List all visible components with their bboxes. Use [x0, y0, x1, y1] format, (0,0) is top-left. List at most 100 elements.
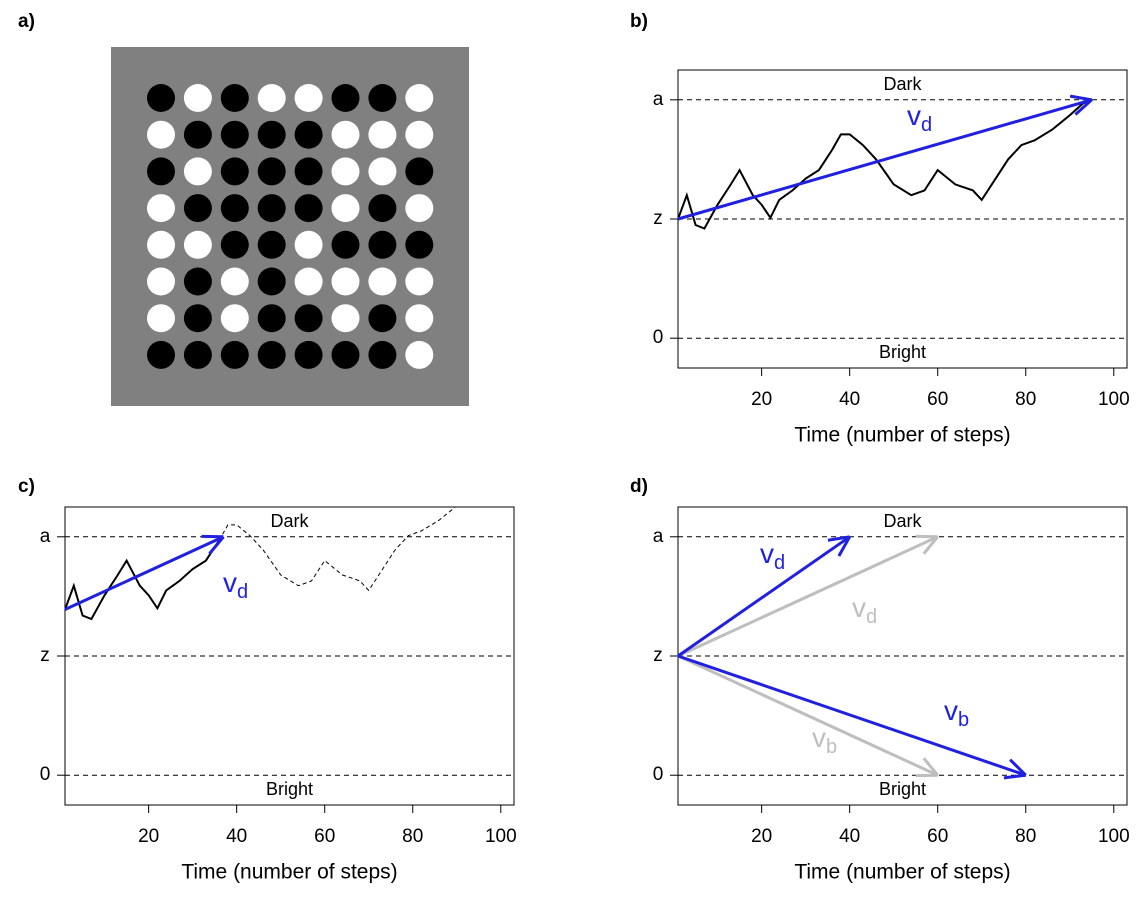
y-tick-label: z [653, 208, 663, 229]
dot [147, 157, 175, 185]
y-tick-label: z [40, 645, 50, 666]
y-tick-label: 0 [653, 764, 664, 785]
x-tick-label: 80 [402, 826, 423, 847]
dot [368, 268, 396, 296]
dot [368, 121, 396, 149]
drift-symbol: v [760, 538, 774, 569]
dot [295, 268, 323, 296]
arrow-head [1004, 775, 1026, 778]
dot [295, 121, 323, 149]
dot [405, 231, 433, 259]
dot [258, 194, 286, 222]
dot [221, 194, 249, 222]
drift-subscript: d [921, 114, 932, 136]
top-boundary-label: Dark [883, 511, 922, 531]
dot [184, 121, 212, 149]
x-tick-label: 80 [1015, 826, 1036, 847]
dot [147, 268, 175, 296]
dot [258, 341, 286, 369]
drift-label: vb [944, 695, 969, 731]
dot [221, 304, 249, 332]
x-tick-label: 20 [751, 389, 772, 410]
dot [184, 268, 212, 296]
drift-arrow [678, 656, 938, 775]
dot [258, 304, 286, 332]
drift-symbol: v [907, 100, 921, 131]
dot [405, 304, 433, 332]
panel-label: d) [630, 476, 648, 497]
y-tick-label: a [653, 526, 664, 547]
dot [147, 304, 175, 332]
dot [184, 231, 212, 259]
dot [221, 341, 249, 369]
dot [184, 341, 212, 369]
y-tick-label: 0 [653, 327, 664, 348]
dot [332, 84, 360, 112]
panel-label: a) [18, 11, 35, 32]
dot [295, 194, 323, 222]
drift-subscript: d [237, 581, 248, 603]
dot [221, 157, 249, 185]
top-boundary-label: Dark [883, 74, 922, 94]
dot [405, 268, 433, 296]
dot [258, 231, 286, 259]
dot [332, 157, 360, 185]
panel-label: b) [630, 11, 648, 32]
dot [405, 121, 433, 149]
drift-subscript: d [866, 606, 877, 628]
dot [184, 84, 212, 112]
random-walk [219, 490, 479, 590]
drift-subscript: b [958, 709, 969, 731]
dot [147, 84, 175, 112]
x-axis-title: Time (number of steps) [181, 861, 397, 884]
dot [405, 341, 433, 369]
dot [368, 194, 396, 222]
x-tick-label: 60 [927, 826, 948, 847]
x-axis-title: Time (number of steps) [794, 424, 1010, 447]
x-tick-label: 60 [314, 826, 335, 847]
dot [295, 84, 323, 112]
dot [147, 341, 175, 369]
dot [368, 231, 396, 259]
dot [147, 121, 175, 149]
x-tick-label: 60 [927, 389, 948, 410]
drift-symbol: v [812, 722, 826, 753]
dot [221, 268, 249, 296]
bottom-boundary-label: Bright [879, 779, 926, 799]
drift-label: vd [852, 592, 877, 628]
drift-arrow [678, 100, 1092, 219]
dot [258, 157, 286, 185]
dot [184, 304, 212, 332]
dot [221, 231, 249, 259]
drift-symbol: v [223, 567, 237, 598]
dot [368, 157, 396, 185]
random-walk [65, 540, 219, 619]
dot [332, 194, 360, 222]
dot [332, 121, 360, 149]
y-tick-label: 0 [40, 764, 51, 785]
dot [295, 231, 323, 259]
drift-label: vd [907, 100, 932, 136]
y-tick-label: a [40, 526, 51, 547]
drift-subscript: d [774, 552, 785, 574]
x-axis-title: Time (number of steps) [794, 861, 1010, 884]
drift-arrow [678, 537, 938, 656]
dot [184, 194, 212, 222]
drift-arrow [65, 537, 223, 610]
dot [405, 84, 433, 112]
dot [221, 121, 249, 149]
dot [368, 84, 396, 112]
dot [368, 341, 396, 369]
drift-subscript: b [826, 736, 837, 758]
dot [147, 231, 175, 259]
y-tick-label: a [653, 89, 664, 110]
x-tick-label: 40 [839, 826, 860, 847]
dot [332, 268, 360, 296]
dot [147, 194, 175, 222]
top-boundary-label: Dark [270, 511, 309, 531]
